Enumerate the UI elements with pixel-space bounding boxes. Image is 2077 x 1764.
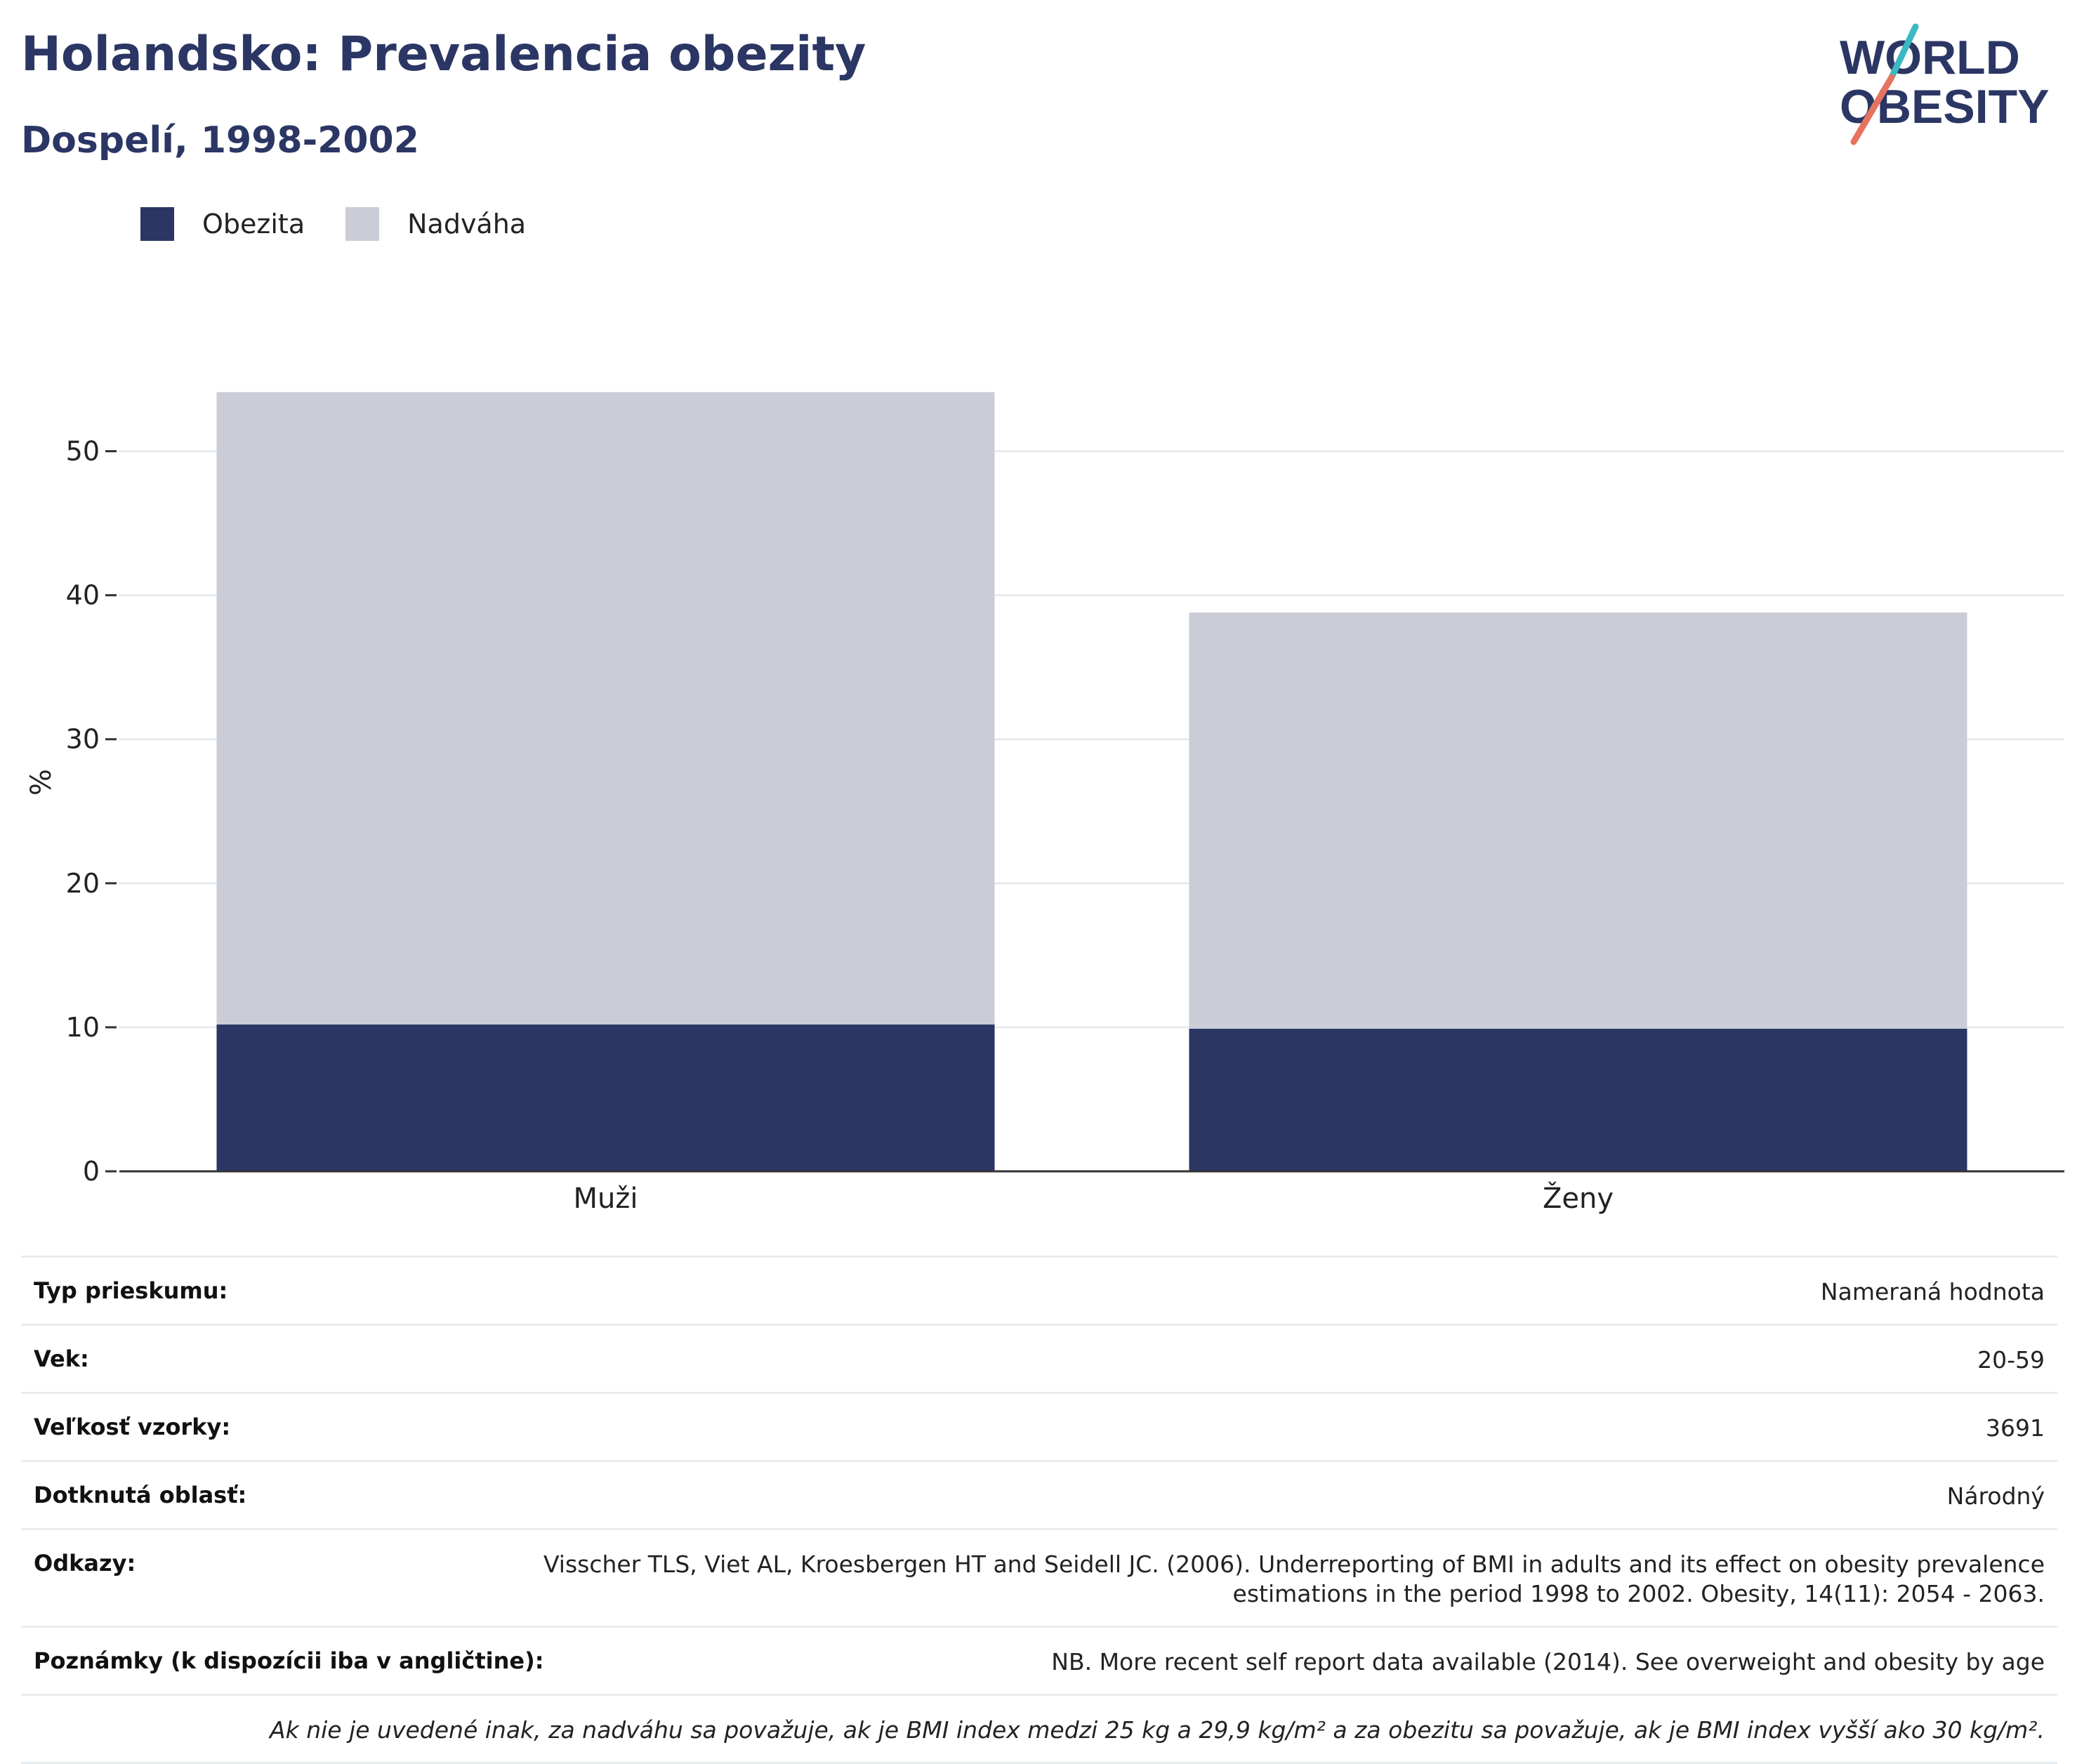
page-title: Holandsko: Prevalencia obezity	[21, 27, 866, 82]
table-row: Typ prieskumu: Nameraná hodnota	[21, 1256, 2057, 1324]
row-key: Veľkosť vzorky:	[34, 1414, 231, 1440]
table-row: Poznámky (k dispozícii iba v angličtine)…	[21, 1626, 2057, 1694]
row-value: 20-59	[1977, 1346, 2045, 1374]
y-tick-label: 40	[66, 580, 100, 611]
row-value: 3691	[1986, 1414, 2045, 1442]
legend-swatch-overweight	[345, 207, 380, 241]
reference-line-1: Visscher TLS, Viet AL, Kroesbergen HT an…	[543, 1551, 2045, 1578]
reference-line-2: estimations in the period 1998 to 2002. …	[1232, 1580, 2045, 1607]
legend-item-obesity[interactable]: Obezita	[140, 207, 305, 241]
row-key: Dotknutá oblasť:	[34, 1482, 247, 1508]
legend-label-overweight: Nadváha	[407, 209, 527, 239]
bar-obesity	[216, 1024, 995, 1171]
y-tick-label: 10	[66, 1012, 100, 1043]
row-value: Nameraná hodnota	[1820, 1278, 2045, 1305]
table-row: Veľkosť vzorky: 3691	[21, 1392, 2057, 1460]
row-key: Poznámky (k dispozícii iba v angličtine)…	[34, 1647, 544, 1674]
logo-slash-coral	[1850, 74, 1895, 145]
table-row: Vek: 20-59	[21, 1324, 2057, 1392]
bar-overweight	[1189, 612, 1967, 1029]
row-key: Vek:	[34, 1345, 89, 1372]
chart-legend: Obezita Nadváha	[140, 207, 567, 241]
y-axis-label: %	[25, 769, 58, 796]
row-key: Typ prieskumu:	[34, 1277, 228, 1304]
page-subtitle: Dospelí, 1998-2002	[21, 119, 419, 162]
world-obesity-logo: WORLD OBESITY	[1840, 23, 2050, 145]
y-tick-label: 0	[83, 1156, 100, 1187]
row-value: Národný	[1946, 1482, 2045, 1510]
legend-item-overweight[interactable]: Nadváha	[345, 207, 526, 241]
bmi-footnote: Ak nie je uvedené inak, za nadváhu sa po…	[270, 1716, 2045, 1744]
row-value: NB. More recent self report data availab…	[1051, 1648, 2045, 1676]
row-value: Visscher TLS, Viet AL, Kroesbergen HT an…	[543, 1550, 2045, 1609]
row-key: Odkazy:	[34, 1550, 136, 1577]
bar-overweight	[216, 392, 995, 1025]
x-tick-label: Ženy	[1543, 1181, 1614, 1215]
legend-label-obesity: Obezita	[202, 209, 305, 239]
y-tick-label: 50	[66, 436, 100, 467]
footnote-row: Ak nie je uvedené inak, za nadváhu sa po…	[21, 1694, 2057, 1764]
table-row: Dotknutá oblasť: Národný	[21, 1460, 2057, 1528]
y-tick-label: 30	[66, 724, 100, 755]
logo-line1: WORLD	[1840, 31, 2020, 84]
table-row: Odkazy: Visscher TLS, Viet AL, Kroesberg…	[21, 1528, 2057, 1626]
y-tick-label: 20	[66, 868, 100, 899]
legend-swatch-obesity	[140, 207, 174, 241]
bar-obesity	[1189, 1028, 1967, 1171]
x-tick-label: Muži	[574, 1183, 638, 1215]
bar-chart: 0 10 20 30 40 50% Muži Ženy	[25, 392, 2064, 1215]
logo-slash-teal	[1888, 23, 1919, 81]
survey-info-table: Typ prieskumu: Nameraná hodnota Vek: 20-…	[21, 1256, 2057, 1764]
